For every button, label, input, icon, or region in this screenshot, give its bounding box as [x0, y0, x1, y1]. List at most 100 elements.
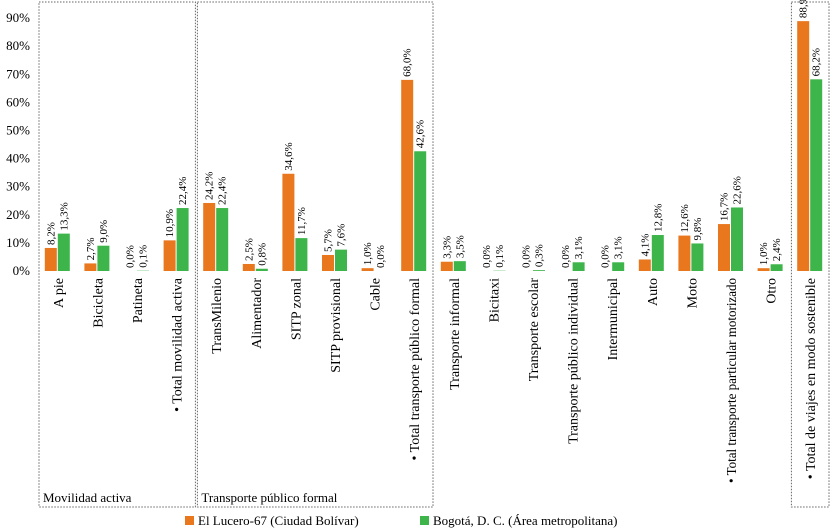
- y-tick-label: 10%: [6, 235, 30, 250]
- value-label: 0,8%: [256, 243, 268, 266]
- x-tick-label: Transporte público individual: [567, 278, 582, 444]
- group-box: [790, 1, 830, 508]
- x-tick-label: Patineta: [131, 277, 146, 323]
- legend-swatch: [185, 516, 194, 525]
- bar: [651, 235, 664, 271]
- value-label: 9,0%: [98, 220, 110, 243]
- bar: [401, 79, 414, 271]
- y-tick-label: 40%: [6, 151, 30, 166]
- value-label: 24,2%: [204, 172, 216, 200]
- value-label: 13,3%: [58, 202, 70, 230]
- bar: [242, 263, 255, 271]
- value-label: 4,1%: [639, 234, 651, 257]
- bar: [810, 79, 823, 271]
- value-label: 68,2%: [811, 48, 823, 76]
- value-label: 8,2%: [45, 222, 57, 245]
- bar: [718, 224, 730, 271]
- y-tick-label: 0%: [13, 263, 31, 278]
- bar: [255, 268, 268, 271]
- x-tick-label: • Total transporte público formal: [408, 278, 423, 461]
- x-tick-label: Intermunicipal: [606, 278, 621, 361]
- bar: [612, 262, 625, 271]
- y-tick-label: 50%: [6, 122, 30, 137]
- y-tick-label: 30%: [6, 179, 30, 194]
- value-label: 2,4%: [771, 238, 783, 261]
- value-label: 1,0%: [362, 242, 374, 265]
- bar: [176, 208, 189, 271]
- x-tick-label: A pie: [52, 278, 67, 308]
- value-label: 0,0%: [600, 245, 612, 268]
- bar: [757, 268, 770, 271]
- value-label: 0,0%: [481, 245, 493, 268]
- value-label: 0,0%: [125, 245, 137, 268]
- x-tick-label: Moto: [685, 278, 700, 308]
- x-tick-label: SITP provisional: [329, 278, 344, 373]
- bar: [57, 233, 70, 271]
- value-label: 3,1%: [573, 236, 585, 259]
- value-label: 11,7%: [296, 207, 308, 235]
- value-label: 22,4%: [217, 177, 229, 205]
- x-tick-label: Auto: [646, 278, 661, 306]
- x-tick-label: Transporte informal: [448, 278, 463, 390]
- bar: [533, 270, 545, 271]
- bar: [770, 264, 783, 271]
- value-label: 3,5%: [454, 235, 466, 258]
- value-label: 1,0%: [758, 242, 770, 265]
- bar: [691, 243, 704, 271]
- value-label: 0,3%: [534, 244, 546, 267]
- value-label: 0,0%: [375, 245, 387, 268]
- group-label: Movilidad activa: [43, 490, 132, 505]
- value-label: 3,1%: [613, 236, 625, 259]
- bar: [44, 247, 57, 271]
- bar: [731, 207, 743, 271]
- y-tick-label: 60%: [6, 94, 30, 109]
- x-tick-label: • Total de viajes en modo sostenible: [804, 278, 819, 479]
- x-tick-label: Cable: [369, 278, 384, 311]
- bar: [203, 202, 216, 271]
- group-label: Transporte público formal: [201, 490, 337, 505]
- group-box: [196, 1, 434, 508]
- x-tick-label: Alimentador: [250, 278, 265, 349]
- y-tick-label: 80%: [6, 38, 30, 53]
- bar: [797, 21, 810, 271]
- x-tick-label: Bicitaxi: [487, 278, 502, 322]
- bar: [678, 235, 691, 271]
- bar: [216, 208, 229, 271]
- value-label: 0,0%: [560, 245, 572, 268]
- bar: [638, 259, 651, 271]
- y-tick-label: 20%: [6, 207, 30, 222]
- value-label: 10,9%: [164, 209, 176, 237]
- value-label: 9,8%: [692, 218, 704, 241]
- x-tick-label: Bicicleta: [91, 277, 106, 328]
- bar: [163, 240, 176, 271]
- value-label: 5,7%: [323, 229, 335, 252]
- legend-label: Bogotá, D. C. (Área metropolitana): [433, 513, 617, 528]
- bar: [453, 261, 466, 271]
- value-label: 22,6%: [732, 176, 744, 204]
- x-tick-label: SITP zonal: [289, 278, 304, 340]
- group-box: [38, 1, 196, 508]
- bar: [440, 261, 453, 271]
- value-label: 3,3%: [441, 236, 453, 259]
- x-tick-label: • Total movilidad activa: [171, 277, 186, 412]
- x-tick-label: Otro: [765, 278, 780, 304]
- value-label: 0,0%: [521, 245, 533, 268]
- bar: [282, 173, 295, 271]
- x-tick-label: • Total transporte particular motorizado: [725, 278, 740, 483]
- bar: [295, 238, 308, 271]
- value-label: 22,4%: [177, 177, 189, 205]
- value-label: 0,1%: [138, 245, 150, 268]
- x-tick-label: Transporte escolar: [527, 278, 542, 382]
- value-label: 0,1%: [494, 245, 506, 268]
- legend-label: El Lucero-67 (Ciudad Bolívar): [198, 513, 359, 528]
- value-label: 2,7%: [85, 237, 97, 260]
- value-label: 12,6%: [679, 204, 691, 232]
- value-label: 68,0%: [402, 48, 414, 76]
- bar: [97, 245, 110, 271]
- value-label: 7,6%: [336, 224, 348, 247]
- value-label: 16,7%: [719, 193, 731, 221]
- value-label: 2,5%: [243, 238, 255, 261]
- y-tick-label: 70%: [6, 66, 30, 81]
- bar: [572, 262, 585, 271]
